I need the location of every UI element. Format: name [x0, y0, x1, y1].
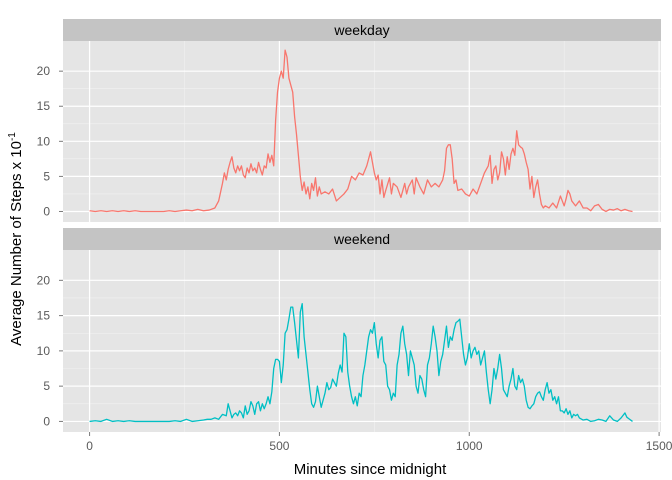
x-tick-label: 0 — [86, 439, 93, 453]
panel-weekend: weekend 0 5 10 15 20 — [37, 228, 661, 432]
y-tick-label: 10 — [37, 134, 51, 148]
y-axis-title: Average Number of Steps x 10-1 — [7, 132, 25, 346]
y-tick-label: 15 — [37, 99, 51, 113]
x-tick-label: 1500 — [646, 439, 672, 453]
facet-strip-label: weekend — [333, 231, 390, 247]
y-tick-label: 5 — [43, 169, 50, 183]
panel-background — [63, 250, 661, 432]
facet-strip — [63, 19, 661, 41]
y-tick-label: 10 — [37, 344, 51, 358]
y-tick-label: 20 — [37, 273, 51, 287]
facet-strip — [63, 228, 661, 250]
y-tick-label: 15 — [37, 309, 51, 323]
y-axis-title-base: Average Number of Steps x 10 — [8, 141, 25, 346]
x-tick-label: 500 — [269, 439, 289, 453]
panel-weekday: weekday 0 5 10 15 20 — [37, 19, 661, 222]
series-line-weekday — [89, 49, 633, 213]
panel-background — [63, 41, 661, 222]
y-tick-label: 20 — [37, 64, 51, 78]
y-tick-label: 0 — [43, 414, 50, 428]
y-tick-label: 0 — [43, 204, 50, 218]
facet-strip-label: weekday — [333, 22, 389, 38]
x-tick-label: 1000 — [456, 439, 483, 453]
y-tick-label: 5 — [43, 379, 50, 393]
y-axis-title-exponent: -1 — [7, 132, 18, 141]
x-axis-title: Minutes since midnight — [294, 461, 447, 478]
series-line-weekend — [89, 302, 633, 423]
